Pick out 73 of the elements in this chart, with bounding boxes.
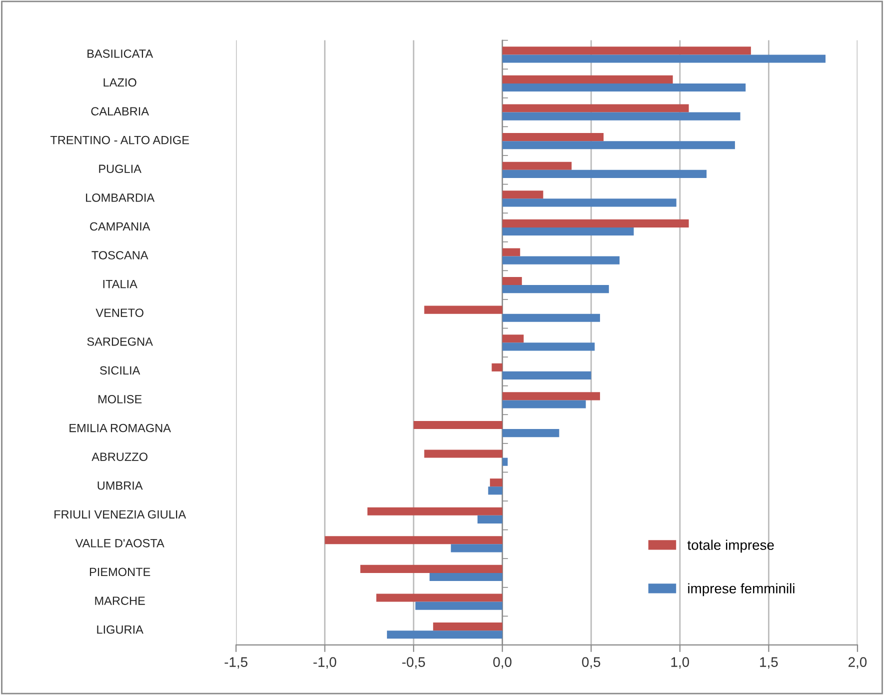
y-tick-label: UMBRIA <box>98 482 143 490</box>
x-tick-label: -1,5 <box>224 657 248 669</box>
x-tick-label: -0,5 <box>402 657 425 669</box>
bar <box>502 276 522 286</box>
x-tick-label: 2,0 <box>848 657 867 669</box>
bar <box>478 515 502 524</box>
bar <box>424 306 502 314</box>
y-tick-label: PIEMONTE <box>90 568 150 576</box>
bar <box>502 458 508 466</box>
bar <box>502 334 524 343</box>
y-tick-label: MARCHE <box>95 596 145 605</box>
bar <box>502 104 689 112</box>
y-tick-label: ITALIA <box>103 280 138 288</box>
bar <box>433 622 502 631</box>
y-tick-label: EMILIA ROMAGNA <box>70 424 171 432</box>
y-tick-label: VENETO <box>96 308 144 318</box>
bar <box>502 46 751 55</box>
bar <box>492 363 502 372</box>
bar <box>502 54 826 63</box>
bar <box>502 112 740 120</box>
bar <box>324 536 502 544</box>
bar <box>502 84 746 92</box>
bar <box>502 285 609 294</box>
y-tick-label: CALABRIA <box>91 107 149 116</box>
bar <box>502 219 689 228</box>
bar <box>502 314 600 322</box>
bar <box>502 256 620 264</box>
bar <box>414 420 502 430</box>
bar <box>430 572 502 582</box>
bar <box>488 486 502 495</box>
y-tick-label: LOMBARDIA <box>86 193 155 202</box>
bar <box>360 564 502 573</box>
bar <box>502 133 604 142</box>
y-tick-label: PUGLIA <box>99 164 142 174</box>
bar <box>502 371 592 380</box>
bar <box>502 75 673 84</box>
y-tick-label: ABRUZZO <box>92 452 148 461</box>
x-tick-label: -1,0 <box>313 657 336 669</box>
y-tick-label: VALLE D'AOSTA <box>75 538 164 548</box>
bar <box>502 141 735 150</box>
bar <box>415 602 502 610</box>
x-tick-label: 1,5 <box>760 657 778 669</box>
y-tick-label: SICILIA <box>100 366 140 375</box>
bar <box>502 248 520 256</box>
y-tick-label: FRIULI VENEZIA GIULIA <box>54 510 186 519</box>
y-tick-label: LAZIO <box>104 78 136 87</box>
bar <box>502 429 560 438</box>
bar <box>502 342 595 351</box>
bar <box>502 190 544 199</box>
bar <box>502 162 572 170</box>
bar <box>502 400 586 408</box>
x-tick-label: 1,0 <box>671 657 690 669</box>
bar <box>376 594 502 602</box>
legend-label: imprese femminili <box>688 583 794 596</box>
bar <box>367 507 502 516</box>
legend-label: totale imprese <box>687 540 774 553</box>
y-tick-label: MOLISE <box>98 395 142 404</box>
bar <box>450 544 502 552</box>
x-tick-label: 0,0 <box>493 657 512 669</box>
bar <box>502 198 676 207</box>
y-tick-label: SARDEGNA <box>87 337 153 346</box>
x-tick-label: 0,5 <box>582 657 600 669</box>
bar <box>502 392 600 400</box>
bar <box>424 450 502 458</box>
bar <box>490 478 502 487</box>
bar <box>502 170 707 178</box>
y-tick-label: TRENTINO - ALTO ADIGE <box>50 136 189 144</box>
y-tick-label: TOSCANA <box>92 251 148 260</box>
bar <box>386 630 502 639</box>
y-tick-label: LIGURIA <box>97 625 144 634</box>
y-tick-label: BASILICATA <box>88 50 154 58</box>
y-tick-label: CAMPANIA <box>90 222 150 231</box>
bar <box>502 227 634 236</box>
